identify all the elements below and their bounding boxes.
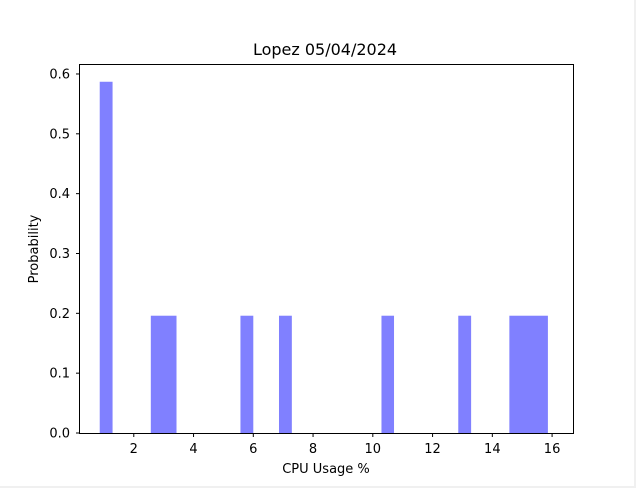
- histogram-bar: [278, 315, 292, 433]
- histogram-bar: [99, 81, 113, 434]
- y-tick-label: 0.5: [49, 127, 70, 142]
- x-tick-label: 4: [189, 442, 197, 457]
- y-tick-label: 0.3: [49, 247, 70, 262]
- y-tick-label: 0.2: [49, 307, 70, 322]
- plot-frame: [79, 64, 574, 434]
- histogram-bar: [458, 315, 472, 433]
- y-tick-label: 0.0: [49, 427, 70, 442]
- window-bottom-edge: [0, 486, 636, 488]
- histogram-bar: [381, 315, 395, 433]
- window-right-edge: [634, 0, 636, 488]
- histogram-bar: [150, 315, 177, 433]
- chart-title: Lopez 05/04/2024: [253, 40, 397, 59]
- x-tick-label: 6: [249, 442, 257, 457]
- x-axis-label: CPU Usage %: [282, 462, 370, 477]
- x-tick-label: 2: [130, 442, 138, 457]
- histogram-bar: [509, 315, 548, 433]
- y-tick-label: 0.4: [49, 187, 70, 202]
- x-axis: 2 4 6 8 10 12 14 16: [130, 433, 561, 457]
- x-tick-label: 14: [484, 442, 501, 457]
- y-tick-label: 0.1: [49, 367, 70, 382]
- bars-group: [99, 81, 548, 434]
- y-axis: 0.0 0.1 0.2 0.3 0.4 0.5 0.6: [49, 67, 80, 442]
- y-tick-label: 0.6: [49, 67, 70, 82]
- x-tick-label: 10: [365, 442, 382, 457]
- y-axis-label: Probability: [27, 214, 42, 283]
- x-tick-label: 8: [309, 442, 317, 457]
- x-tick-label: 16: [544, 442, 561, 457]
- histogram-bar: [240, 315, 254, 433]
- x-tick-label: 12: [424, 442, 441, 457]
